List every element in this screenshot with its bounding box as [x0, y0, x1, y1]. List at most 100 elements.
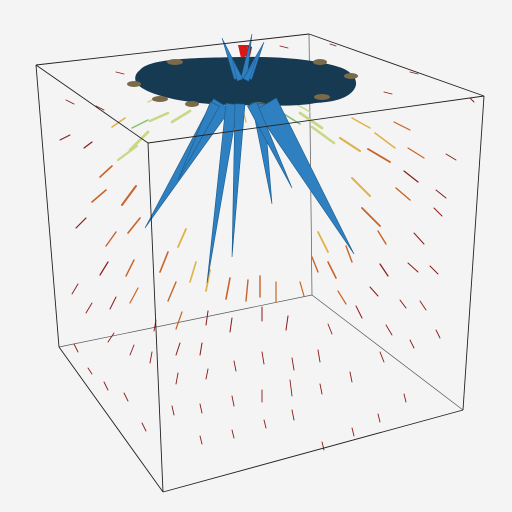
vector-glyph — [129, 344, 135, 356]
vector-glyph — [149, 351, 153, 364]
box-edge — [147, 95, 485, 144]
vector-glyph — [116, 144, 139, 162]
vector-glyph — [95, 105, 105, 111]
vector-glyph — [131, 119, 149, 129]
vector-glyph — [377, 230, 387, 245]
surface-spike — [251, 102, 273, 205]
rim-dot — [152, 96, 168, 102]
sheet-body — [135, 56, 357, 106]
vector-glyph — [409, 71, 419, 75]
surface-spike — [206, 102, 239, 284]
vector-glyph — [435, 329, 441, 339]
vector-glyph — [115, 71, 125, 75]
vector-glyph — [91, 189, 107, 203]
vector-glyph — [403, 393, 407, 403]
rim-dot — [313, 59, 327, 65]
box-edge — [462, 95, 485, 411]
vector-glyph — [469, 97, 475, 103]
vector-glyph — [383, 91, 393, 95]
vector-glyph — [103, 381, 109, 391]
vector-glyph — [170, 109, 192, 124]
vector-glyph — [148, 111, 170, 123]
vector-glyph — [329, 43, 337, 47]
vector-glyph — [349, 371, 353, 383]
vector-glyph — [369, 286, 379, 297]
box-edge — [35, 33, 310, 66]
vector-glyph — [121, 185, 137, 206]
vector-glyph — [351, 427, 355, 437]
vector-glyph — [291, 409, 295, 421]
vector-glyph — [231, 429, 235, 439]
vector-glyph — [351, 177, 371, 197]
vector-glyph — [407, 262, 419, 273]
box-edge — [35, 64, 60, 348]
vector-glyph — [229, 317, 233, 333]
vector-glyph — [429, 265, 439, 275]
box-front-edges — [35, 33, 485, 493]
vector-glyph — [59, 134, 71, 141]
vector-glyph — [65, 99, 75, 105]
vector-glyph — [338, 136, 362, 153]
vector-glyph — [321, 441, 325, 451]
vector-glyph — [285, 315, 289, 331]
box-edge — [35, 64, 149, 144]
vector-glyph — [99, 165, 113, 178]
vector-glyph — [129, 287, 139, 304]
surface-spike — [177, 101, 220, 181]
rim-dot — [167, 59, 183, 65]
vector-glyph — [345, 245, 353, 263]
box-edge — [162, 409, 464, 493]
vector-glyph — [199, 435, 203, 445]
top-fin — [242, 59, 257, 82]
vector-glyph — [127, 217, 141, 234]
vector-glyph — [445, 153, 457, 161]
vector-glyph — [83, 141, 93, 149]
vector-glyph — [123, 392, 129, 402]
vector-glyph — [317, 349, 321, 363]
vector-glyph — [327, 323, 333, 335]
box-edge — [308, 33, 485, 97]
vector-glyph — [99, 261, 109, 276]
vector-glyph — [71, 283, 79, 295]
vector-glyph — [385, 324, 393, 336]
vector-glyph — [435, 189, 447, 199]
box-edge — [147, 142, 164, 493]
vector-glyph — [141, 422, 147, 432]
rim-dot — [185, 101, 199, 107]
vector-glyph — [205, 368, 209, 380]
vector-glyph — [177, 228, 187, 248]
vector-glyph — [109, 296, 117, 310]
box-edge — [311, 294, 464, 411]
vector-glyph — [337, 290, 347, 305]
vector-glyph — [171, 405, 175, 416]
vector-glyph — [295, 103, 311, 113]
vector-glyph — [393, 121, 411, 131]
surface-spike — [247, 101, 293, 189]
rim-dot — [314, 94, 330, 100]
vector-glyph — [159, 251, 169, 273]
vector-glyph — [87, 367, 93, 375]
vector-glyph — [355, 305, 363, 319]
surface-spike — [255, 97, 355, 255]
vector-glyph — [261, 351, 265, 365]
box-edge — [58, 346, 164, 493]
vector-glyph — [433, 207, 443, 217]
vector-glyph — [245, 279, 249, 302]
box-edge — [58, 294, 313, 348]
top-fin — [231, 57, 244, 82]
vector-glyph — [399, 299, 407, 309]
vector-glyph — [319, 383, 323, 395]
vector-glyph — [367, 148, 391, 163]
surface-sheet — [127, 56, 358, 108]
vector-glyph — [231, 395, 235, 407]
vector-glyph — [327, 261, 337, 279]
vector-glyph — [167, 281, 177, 302]
vector-glyph — [419, 300, 427, 311]
vector-glyph — [310, 125, 336, 145]
rim-dot — [344, 73, 358, 79]
vector-glyph — [279, 45, 289, 49]
vector-glyph — [85, 302, 93, 314]
vector-glyph — [189, 261, 197, 283]
vector-glyph — [225, 277, 231, 300]
